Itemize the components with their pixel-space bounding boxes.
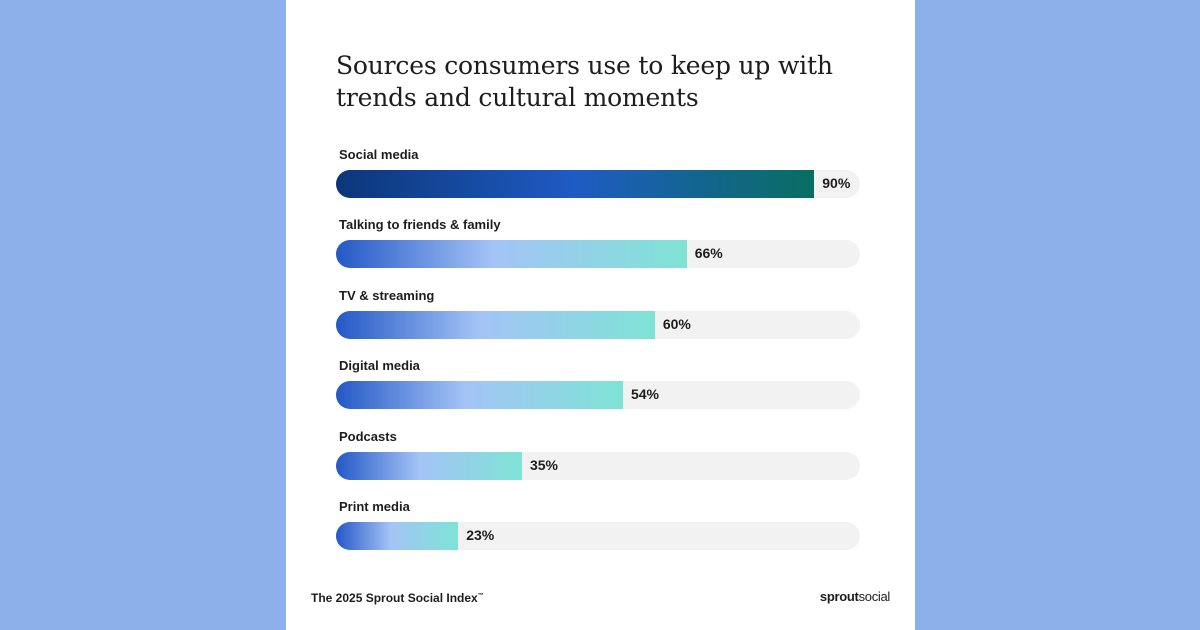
bar-row: Podcasts 35%: [336, 429, 860, 489]
logo-word-social: social: [858, 589, 891, 604]
value-label: 90%: [822, 175, 851, 191]
bar: [336, 240, 687, 269]
bar-row: Digital media 54%: [336, 358, 860, 418]
bar-track: 90%: [336, 170, 860, 198]
value-label: 54%: [630, 386, 659, 403]
bar-row: Print media 23%: [336, 499, 860, 559]
bar: [336, 310, 655, 339]
category-label: Talking to friends & family: [339, 217, 501, 233]
sprout-social-logo: sproutsocial: [820, 589, 890, 604]
category-label: TV & streaming: [339, 287, 435, 303]
bar: [336, 381, 623, 410]
value-label: 60%: [662, 315, 691, 332]
bar-track: 54%: [336, 381, 860, 410]
category-label: Print media: [339, 499, 410, 514]
chart-title: Sources consumers use to keep up with tr…: [336, 51, 833, 112]
category-label: Digital media: [339, 358, 420, 374]
bar-chart: Social media 90% Talking to friends & fami…: [336, 0, 860, 560]
bar-row: TV & streaming 60%: [336, 288, 860, 348]
category-label: Podcasts: [339, 428, 397, 444]
value-label: 35%: [529, 456, 559, 473]
bar: [336, 522, 459, 550]
logo-word-sprout: sprout: [819, 589, 859, 604]
bar: [336, 170, 815, 198]
trademark-symbol: ™: [477, 593, 484, 599]
value-label: 66%: [694, 245, 723, 262]
bar-track: 66%: [336, 240, 860, 269]
bar-track: 35%: [336, 451, 860, 480]
chart-card: Sources consumers use to keep up with tr…: [286, 0, 915, 630]
bar-row: Talking to friends & family 66%: [336, 217, 860, 277]
bar-row: Social media 90%: [336, 147, 860, 207]
source-footer: The 2025 Sprout Social Index™: [311, 591, 484, 605]
value-label: 23%: [466, 527, 495, 543]
bar-track: 60%: [336, 310, 860, 339]
bar: [336, 451, 522, 480]
source-text: The 2025 Sprout Social Index: [311, 591, 478, 605]
category-label: Social media: [339, 147, 419, 162]
bar-track: 23%: [336, 522, 860, 550]
